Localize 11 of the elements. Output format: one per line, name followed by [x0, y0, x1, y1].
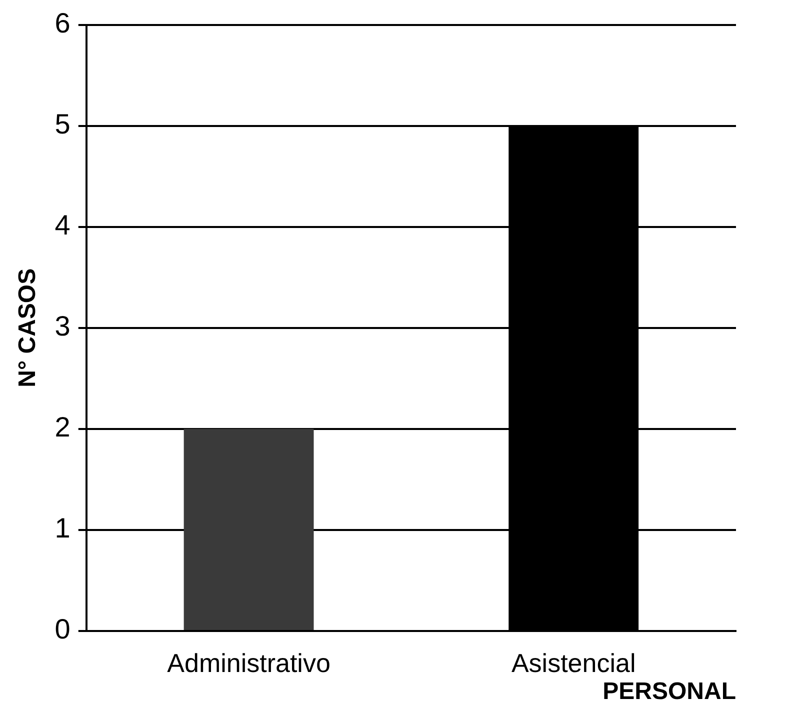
- y-tick-label: 0: [54, 614, 70, 645]
- x-tick-label: Asistencial: [511, 648, 636, 678]
- x-tick-label: Administrativo: [167, 648, 330, 678]
- y-tick-label: 3: [54, 310, 70, 342]
- y-tick-label: 1: [54, 512, 70, 544]
- y-tick-label: 4: [54, 210, 70, 241]
- y-tick-label: 5: [54, 108, 70, 140]
- y-tick-label: 2: [54, 412, 70, 443]
- x-axis-title: PERSONAL: [602, 678, 736, 706]
- y-tick-label: 6: [54, 8, 70, 39]
- y-axis-title: N° CASOS: [14, 268, 42, 388]
